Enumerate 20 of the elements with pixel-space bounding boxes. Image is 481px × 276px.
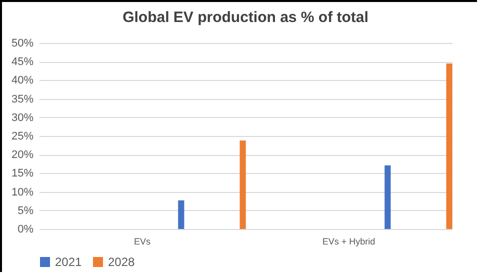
- y-tick-label: 5%: [18, 204, 34, 217]
- y-tick-label: 30%: [11, 112, 34, 124]
- legend-label: 2021: [55, 255, 82, 269]
- y-tick-label: 0%: [18, 224, 34, 236]
- y-tick-label: 25%: [11, 130, 34, 142]
- x-tick-label: EVs: [134, 236, 151, 246]
- chart-title: Global EV production as % of total: [122, 9, 368, 26]
- y-tick-label: 20%: [11, 149, 34, 162]
- y-tick-label: 50%: [11, 38, 34, 50]
- bar: [446, 63, 452, 229]
- bar: [178, 200, 184, 229]
- x-tick-label: EVs + Hybrid: [322, 236, 376, 246]
- y-tick-label: 45%: [11, 56, 34, 68]
- y-tick-label: 40%: [11, 74, 34, 87]
- bar: [384, 165, 391, 229]
- bar: [240, 140, 246, 229]
- y-tick-label: 35%: [11, 93, 34, 106]
- y-tick-label: 10%: [11, 186, 34, 198]
- y-tick-label: 15%: [11, 168, 34, 180]
- legend-label: 2028: [108, 255, 136, 269]
